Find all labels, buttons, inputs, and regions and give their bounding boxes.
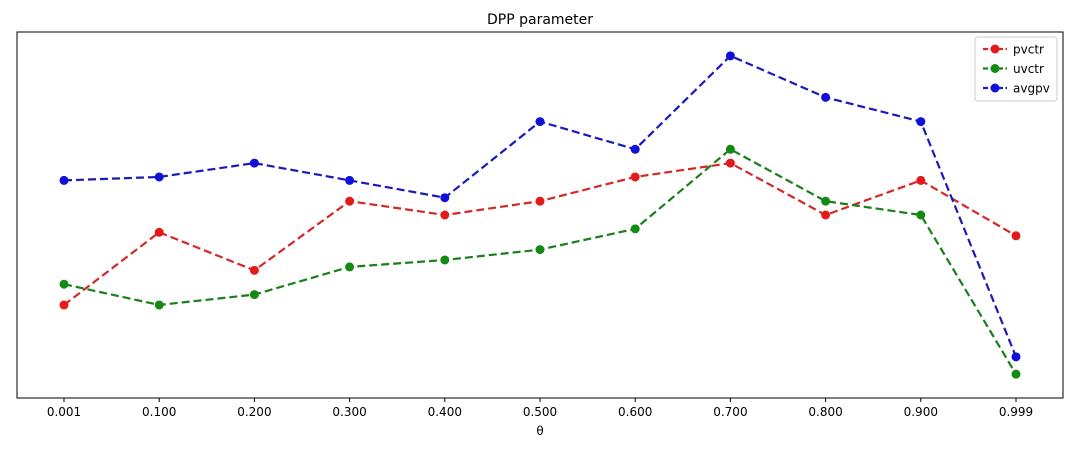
data-point-avgpv: [916, 117, 926, 127]
legend-label-pvctr: pvctr: [1013, 43, 1044, 57]
legend-marker-avgpv: [990, 83, 1000, 93]
x-tick-label: 0.999: [999, 405, 1033, 419]
series-line-pvctr: [63, 162, 1017, 306]
data-point-uvctr: [249, 290, 259, 300]
data-point-pvctr: [1011, 231, 1021, 241]
data-point-uvctr: [725, 144, 735, 154]
x-tick-label: 0.500: [523, 405, 557, 419]
series-avgpv: [59, 51, 1021, 362]
x-axis-label: θ: [536, 424, 543, 438]
data-point-avgpv: [249, 158, 259, 168]
legend: pvctr uvctr avgpv: [974, 36, 1058, 102]
data-point-avgpv: [821, 92, 831, 102]
data-point-pvctr: [821, 210, 831, 220]
data-point-pvctr: [535, 196, 545, 206]
x-tick-label: 0.400: [428, 405, 462, 419]
data-point-pvctr: [249, 265, 259, 275]
data-point-uvctr: [59, 279, 69, 289]
data-point-uvctr: [440, 255, 450, 265]
plot-area-frame: [16, 31, 1064, 399]
data-point-pvctr: [630, 172, 640, 182]
x-tick-label: 0.600: [618, 405, 652, 419]
series-layer: [59, 51, 1021, 379]
data-point-avgpv: [535, 117, 545, 127]
data-point-avgpv: [440, 193, 450, 203]
legend-marker-pvctr: [990, 44, 1000, 54]
data-point-avgpv: [1011, 352, 1021, 362]
x-tick-label: 0.001: [47, 405, 81, 419]
x-axis: 0.001 0.100 0.200 0.300 0.400 0.500 0.600 0.700…: [47, 398, 1033, 419]
chart-title: DPP parameter: [487, 12, 593, 28]
series-line-uvctr: [63, 148, 1017, 375]
data-point-uvctr: [630, 224, 640, 234]
series-pvctr: [59, 158, 1021, 310]
data-point-pvctr: [440, 210, 450, 220]
data-point-pvctr: [725, 158, 735, 168]
x-tick-label: 0.700: [713, 405, 747, 419]
data-point-avgpv: [725, 51, 735, 61]
data-point-pvctr: [916, 175, 926, 185]
data-point-avgpv: [630, 144, 640, 154]
data-point-pvctr: [59, 300, 69, 310]
data-point-uvctr: [535, 245, 545, 255]
series-line-avgpv: [63, 54, 1018, 358]
x-tick-label: 0.200: [237, 405, 271, 419]
data-point-avgpv: [154, 172, 164, 182]
data-point-uvctr: [821, 196, 831, 206]
data-point-uvctr: [154, 300, 164, 310]
data-point-uvctr: [916, 210, 926, 220]
data-point-avgpv: [345, 175, 355, 185]
data-point-avgpv: [59, 175, 69, 185]
x-tick-label: 0.100: [142, 405, 176, 419]
legend-label-uvctr: uvctr: [1013, 62, 1044, 76]
data-point-pvctr: [154, 227, 164, 237]
x-tick-label: 0.900: [904, 405, 938, 419]
x-tick-label: 0.800: [808, 405, 842, 419]
series-uvctr: [59, 144, 1021, 379]
x-tick-label: 0.300: [332, 405, 366, 419]
data-point-uvctr: [1011, 369, 1021, 379]
data-point-uvctr: [345, 262, 355, 272]
data-point-pvctr: [345, 196, 355, 206]
legend-marker-uvctr: [990, 64, 1000, 73]
legend-label-avgpv: avgpv: [1013, 82, 1050, 96]
